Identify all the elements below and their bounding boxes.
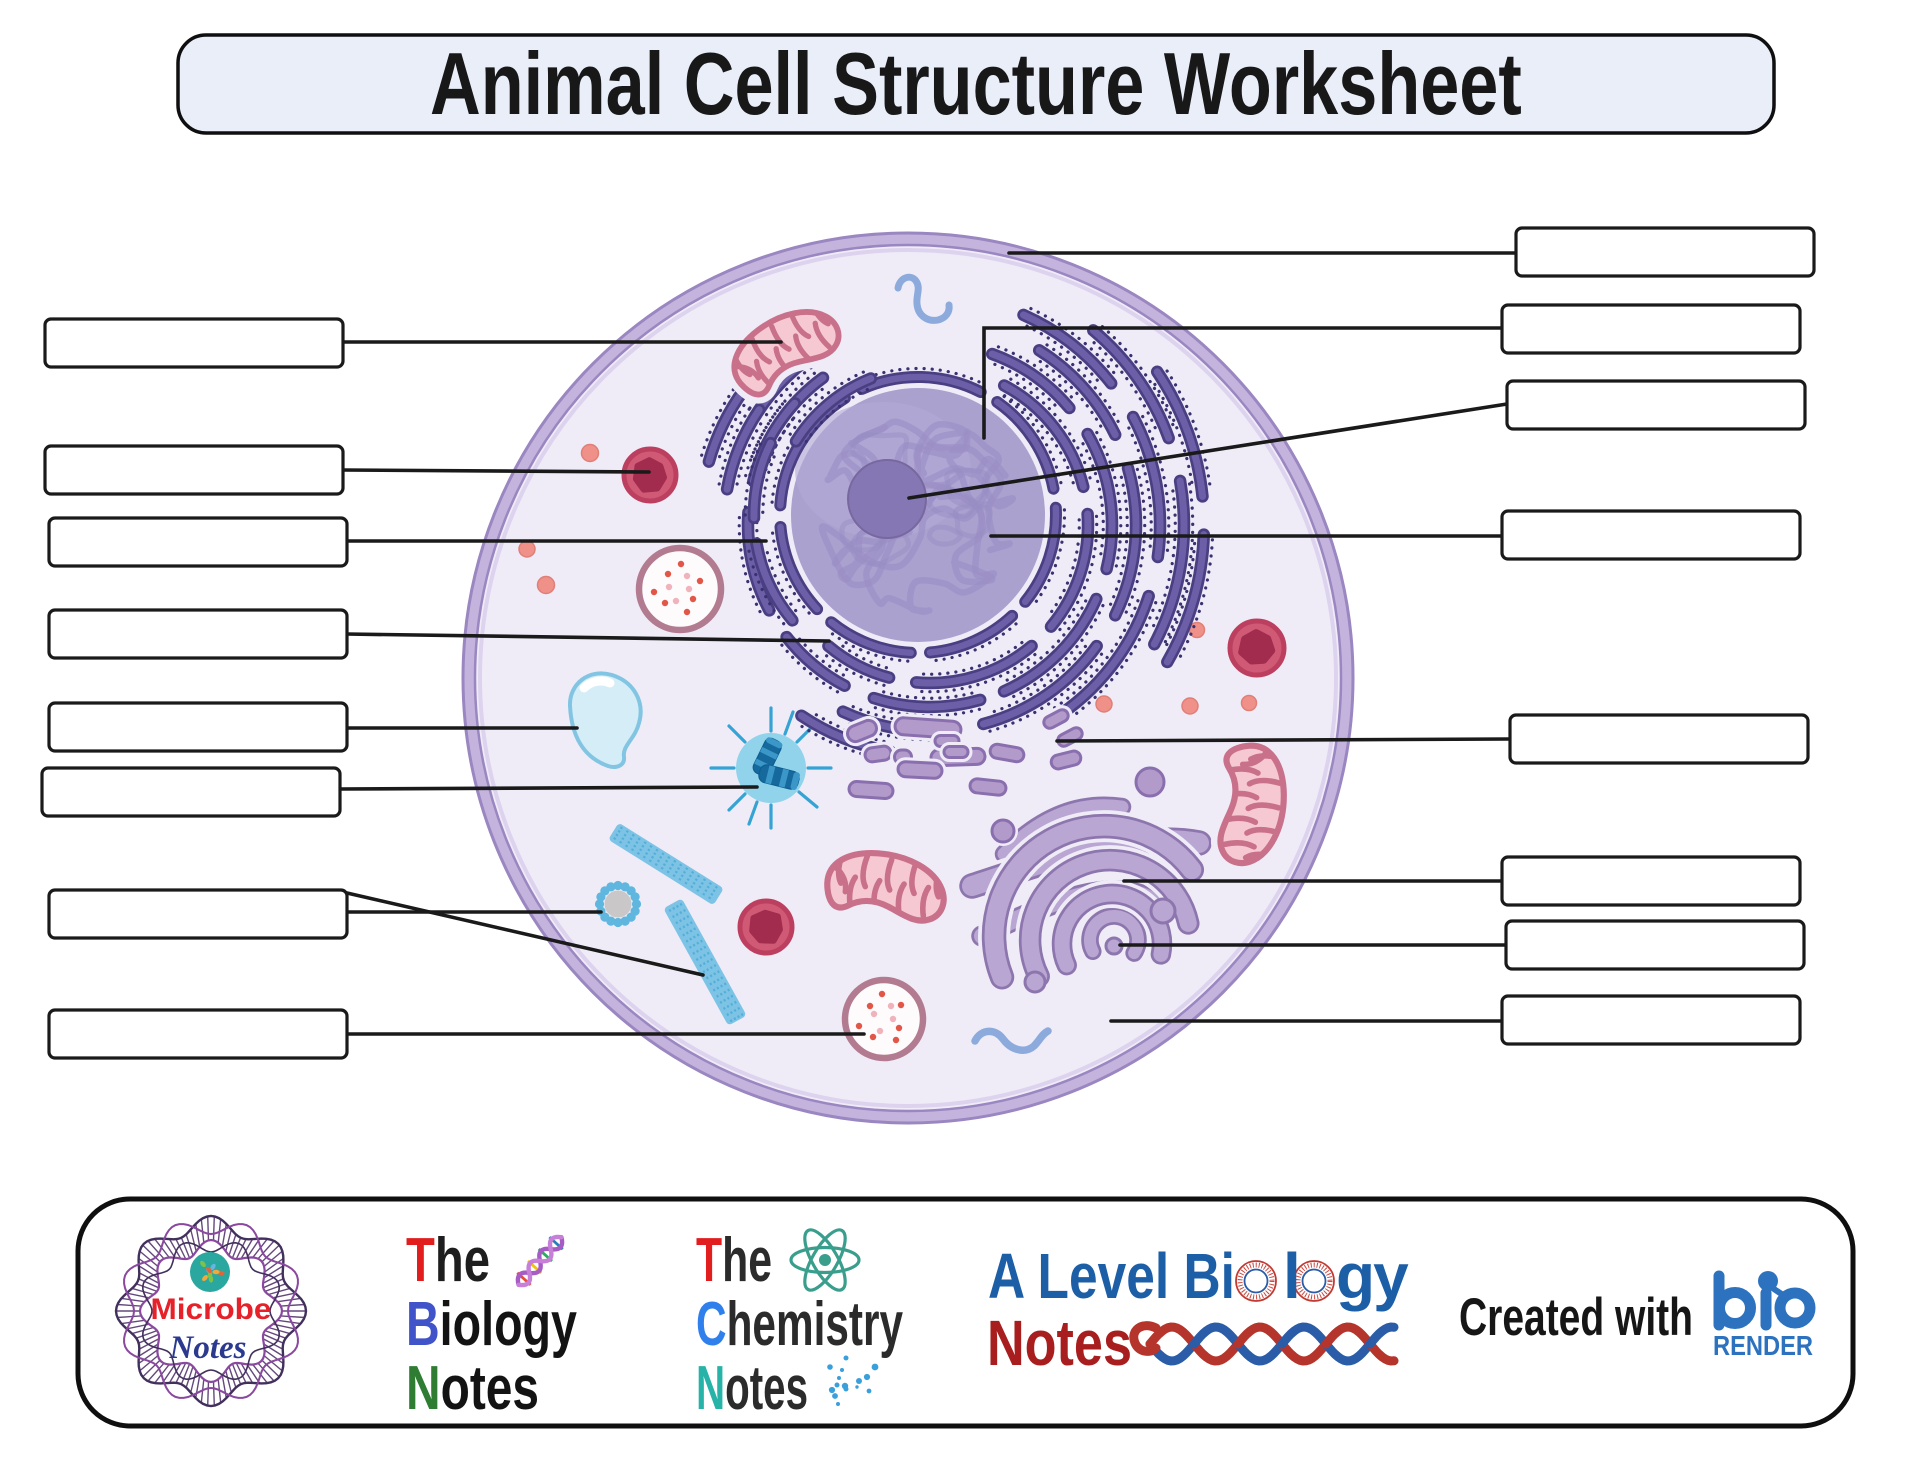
svg-text:A Level Bi: A Level Bi [988,1241,1235,1313]
svg-text:otes: otes [725,1354,808,1423]
svg-text:otes: otes [441,1353,539,1422]
svg-text:l: l [1283,1240,1301,1312]
svg-text:B: B [406,1288,440,1358]
svg-text:he: he [435,1225,490,1295]
svg-text:T: T [406,1225,435,1295]
svg-text:N: N [696,1354,725,1423]
svg-text:gy: gy [1336,1240,1409,1312]
svg-text:he: he [722,1226,772,1295]
svg-text:C: C [696,1290,727,1359]
svg-text:N: N [406,1353,441,1422]
svg-text:T: T [696,1226,722,1295]
svg-text:Created with: Created with [1459,1287,1693,1346]
svg-text:Animal Cell Structure Workshee: Animal Cell Structure Worksheet [430,34,1522,132]
svg-text:RENDER: RENDER [1713,1331,1813,1361]
svg-text:iology: iology [440,1288,578,1358]
svg-text:hemistry: hemistry [727,1290,904,1359]
svg-text:Notes: Notes [169,1330,247,1366]
svg-text:Microbe: Microbe [151,1292,272,1326]
svg-text:Notes: Notes [987,1308,1132,1379]
